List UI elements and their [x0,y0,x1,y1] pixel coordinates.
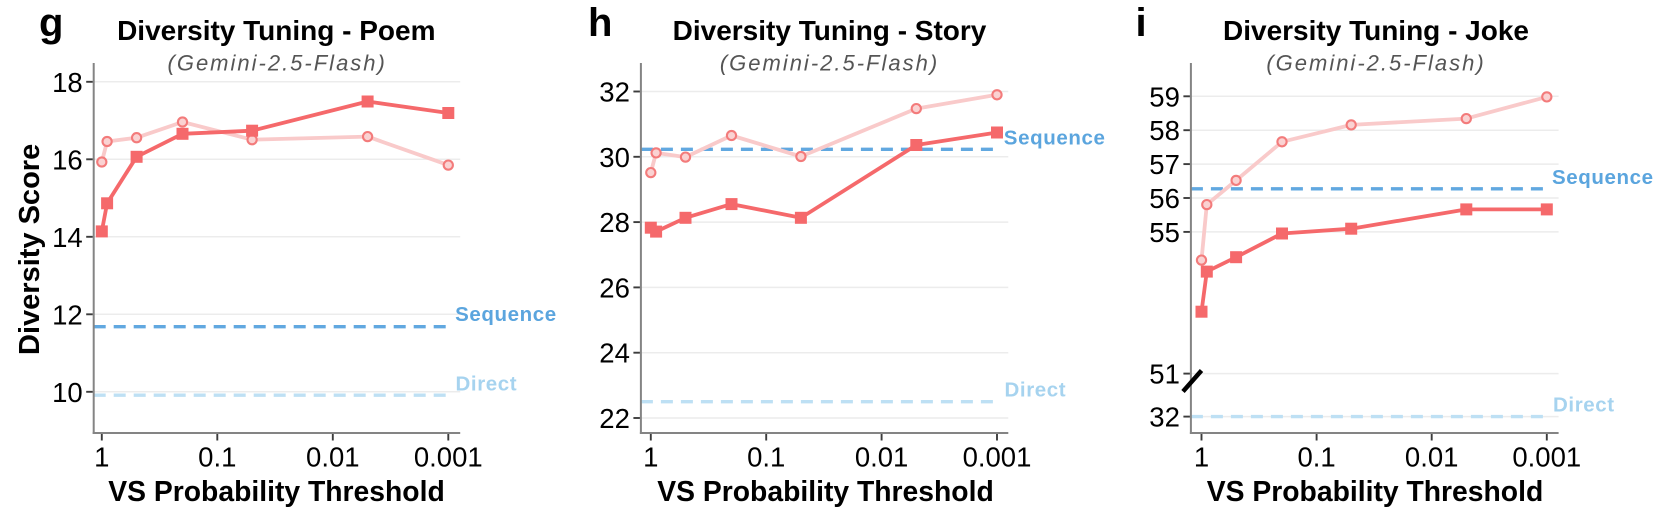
svg-text:Sequence: Sequence [1004,126,1106,149]
svg-text:26: 26 [599,272,630,303]
svg-text:32: 32 [1149,402,1180,433]
svg-text:Diversity Tuning - Poem: Diversity Tuning - Poem [117,15,435,46]
svg-text:g: g [39,1,63,45]
svg-text:Sequence: Sequence [455,303,557,326]
svg-text:(Gemini-2.5-Flash): (Gemini-2.5-Flash) [720,51,939,76]
svg-text:0.001: 0.001 [414,442,483,473]
svg-text:0.01: 0.01 [306,442,360,473]
svg-text:24: 24 [599,338,630,369]
svg-text:12: 12 [52,299,83,330]
svg-text:0.1: 0.1 [198,442,236,473]
svg-text:1: 1 [643,442,658,473]
svg-text:(Gemini-2.5-Flash): (Gemini-2.5-Flash) [168,51,387,76]
svg-text:51: 51 [1149,359,1180,390]
svg-text:18: 18 [52,67,83,98]
svg-text:VS Probability Threshold: VS Probability Threshold [108,475,444,507]
svg-text:(Gemini-2.5-Flash): (Gemini-2.5-Flash) [1266,51,1485,76]
svg-text:h: h [588,1,612,45]
svg-text:30: 30 [599,142,630,173]
svg-text:55: 55 [1149,217,1180,248]
svg-text:0.001: 0.001 [1512,442,1581,473]
svg-text:Direct: Direct [456,373,518,396]
svg-text:0.1: 0.1 [747,442,785,473]
svg-text:i: i [1136,1,1147,45]
svg-text:22: 22 [599,403,630,434]
svg-text:1: 1 [94,442,109,473]
svg-text:1: 1 [1194,442,1209,473]
svg-text:Sequence: Sequence [1552,166,1654,189]
svg-text:28: 28 [599,207,630,238]
svg-text:10: 10 [52,377,83,408]
svg-text:59: 59 [1149,81,1180,112]
svg-text:Direct: Direct [1553,394,1615,417]
svg-text:56: 56 [1149,183,1180,214]
svg-text:0.01: 0.01 [1405,442,1459,473]
svg-text:Direct: Direct [1005,379,1067,402]
svg-text:0.1: 0.1 [1297,442,1335,473]
svg-text:14: 14 [52,222,83,253]
svg-text:32: 32 [599,77,630,108]
svg-text:0.001: 0.001 [963,442,1032,473]
svg-text:58: 58 [1149,115,1180,146]
svg-text:Diversity Tuning - Joke: Diversity Tuning - Joke [1223,15,1529,46]
svg-text:57: 57 [1149,149,1180,180]
svg-text:VS Probability Threshold: VS Probability Threshold [657,475,993,507]
svg-text:Diversity Score: Diversity Score [14,144,46,355]
svg-text:VS Probability Threshold: VS Probability Threshold [1207,475,1543,507]
svg-text:0.01: 0.01 [855,442,909,473]
svg-text:16: 16 [52,144,83,175]
svg-text:Diversity Tuning - Story: Diversity Tuning - Story [673,15,987,46]
